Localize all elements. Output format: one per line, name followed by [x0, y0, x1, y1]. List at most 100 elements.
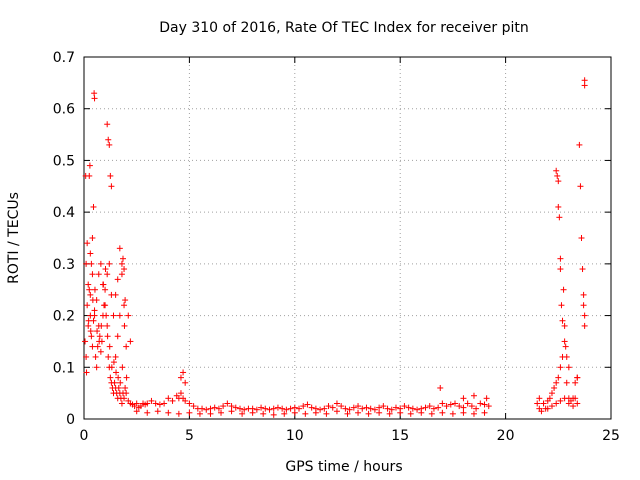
data-point	[485, 403, 492, 410]
data-point	[165, 409, 172, 416]
data-point	[95, 271, 102, 278]
data-point	[113, 369, 120, 376]
data-point	[279, 405, 286, 412]
data-point	[296, 405, 303, 412]
data-point	[579, 266, 586, 273]
data-point	[333, 400, 340, 407]
data-point	[239, 410, 246, 417]
data-point	[329, 404, 336, 411]
data-point	[270, 411, 277, 418]
data-point	[555, 374, 562, 381]
data-point	[114, 333, 121, 340]
data-point	[86, 172, 93, 179]
data-point	[546, 395, 553, 402]
data-points	[82, 77, 588, 418]
data-point	[115, 374, 122, 381]
data-point	[115, 384, 122, 391]
data-point	[576, 141, 583, 148]
data-point	[104, 121, 111, 128]
data-point	[97, 348, 104, 355]
data-point	[86, 162, 93, 169]
data-point	[291, 404, 298, 411]
data-point	[365, 410, 372, 417]
data-point	[555, 203, 562, 210]
data-point	[93, 364, 100, 371]
data-point	[323, 410, 330, 417]
data-point	[123, 374, 130, 381]
data-point	[473, 405, 480, 412]
data-point	[281, 410, 288, 417]
data-point	[207, 410, 214, 417]
data-point	[152, 400, 159, 407]
data-point	[260, 410, 267, 417]
data-point	[85, 281, 92, 288]
data-point	[460, 404, 467, 411]
data-point	[144, 400, 151, 407]
data-point	[262, 405, 269, 412]
data-point	[122, 297, 129, 304]
data-point	[96, 338, 103, 345]
data-point	[540, 400, 547, 407]
data-point	[133, 408, 140, 415]
data-point	[102, 266, 109, 273]
data-point	[100, 281, 107, 288]
data-point	[215, 405, 222, 412]
data-point	[82, 338, 89, 345]
data-point	[125, 312, 132, 319]
data-point	[84, 240, 91, 247]
data-point	[182, 379, 189, 386]
data-point	[376, 409, 383, 416]
data-point	[118, 400, 125, 407]
data-point	[312, 409, 319, 416]
x-tick-label: 0	[80, 428, 89, 444]
data-point	[106, 141, 113, 148]
data-point	[258, 404, 265, 411]
data-point	[580, 302, 587, 309]
data-point	[435, 404, 442, 411]
data-point	[105, 136, 112, 143]
data-point	[317, 406, 324, 413]
x-tick-label: 10	[286, 428, 304, 444]
plot-frame	[83, 56, 612, 420]
data-point	[85, 322, 92, 329]
data-point	[464, 400, 471, 407]
data-point	[84, 302, 91, 309]
data-point	[89, 343, 96, 350]
data-point	[581, 82, 588, 89]
data-point	[154, 408, 161, 415]
data-point	[90, 203, 97, 210]
data-point	[104, 271, 111, 278]
data-point	[460, 395, 467, 402]
data-point	[321, 405, 328, 412]
data-point	[392, 404, 399, 411]
data-point	[121, 322, 128, 329]
y-tick-label: 0.3	[53, 257, 75, 273]
axis-ticks: 0 5 10 15 20 25 0 0.1 0.2 0.3 0.4 0.5 0.6 0.7	[53, 50, 620, 444]
data-point	[104, 322, 111, 329]
data-point	[557, 255, 564, 262]
data-point	[430, 405, 437, 412]
data-point	[169, 397, 176, 404]
data-point	[386, 410, 393, 417]
data-point	[114, 276, 121, 283]
data-point	[355, 403, 362, 410]
data-point	[559, 317, 566, 324]
data-point	[177, 374, 184, 381]
data-point	[253, 406, 260, 413]
y-tick-label: 0.1	[53, 360, 75, 376]
data-point	[338, 403, 345, 410]
data-point	[106, 260, 113, 267]
data-point	[342, 405, 349, 412]
data-point	[367, 405, 374, 412]
data-point	[228, 403, 235, 410]
data-point	[414, 406, 421, 413]
data-point	[405, 404, 412, 411]
data-point	[572, 379, 579, 386]
data-point	[218, 409, 225, 416]
data-point	[108, 183, 115, 190]
data-point	[553, 379, 560, 386]
data-point	[574, 374, 581, 381]
data-point	[107, 374, 114, 381]
grid-lines	[84, 57, 611, 419]
data-point	[397, 409, 404, 416]
